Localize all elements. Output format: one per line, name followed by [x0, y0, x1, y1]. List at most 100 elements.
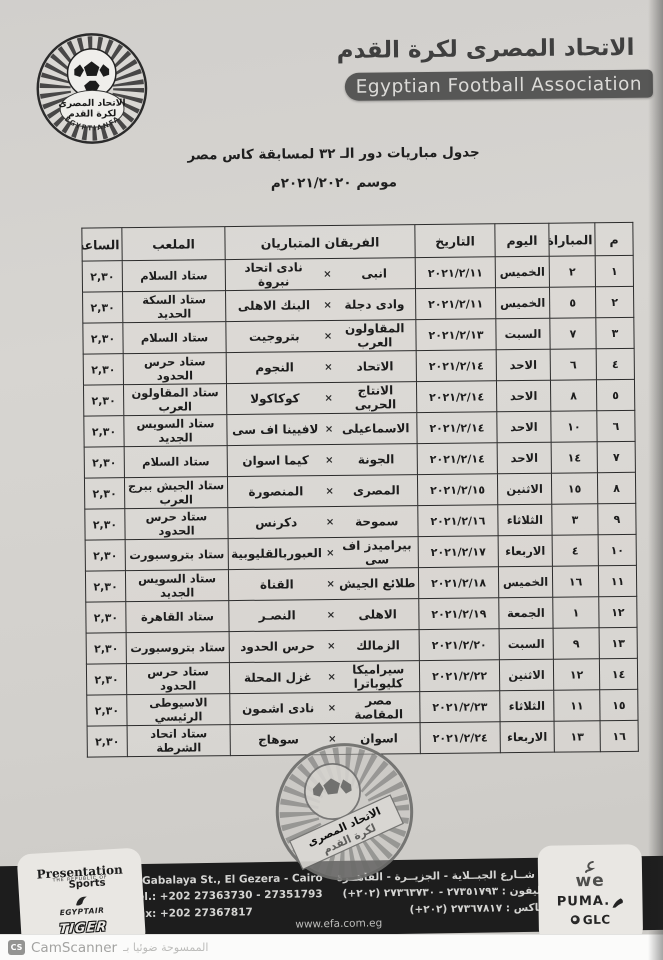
match-date: ٢٠٢١/٢/١٤ [416, 411, 498, 444]
match-number: ١٣ [554, 720, 601, 753]
camscanner-note-arabic: الممسوحة ضوئيا بـ [123, 941, 209, 954]
svg-text:الاتحاد المصرى: الاتحاد المصرى [58, 98, 125, 110]
match-date: ٢٠٢١/٢/١٥ [417, 473, 498, 506]
match-time: ٢,٣٠ [82, 322, 124, 355]
col-teams: الفريقان المتباريان [224, 224, 416, 260]
col-match: المباراة [548, 222, 596, 257]
match-serial: ١٦ [600, 720, 639, 752]
match-day: الاثنين [497, 473, 552, 505]
match-teams: الانتاج الحربى × كوكاكولا [226, 381, 417, 415]
match-day: الاربعاء [500, 721, 555, 753]
match-serial: ١٠ [598, 534, 637, 566]
sponsors-right-panel: we PUMA. GLC [537, 844, 644, 944]
team-left: العبوربالقليوبية [231, 546, 323, 562]
match-number: ٩ [553, 627, 600, 660]
match-serial: ٤ [596, 348, 635, 380]
org-title-bar: Egyptian Football Association [344, 69, 654, 101]
team-right: انبى [361, 266, 388, 281]
match-number: ١١ [553, 689, 601, 722]
match-time: ٢,٣٠ [84, 508, 126, 541]
vs-symbol: × [326, 547, 335, 559]
match-date: ٢٠٢١/٢/١٤ [416, 380, 497, 413]
match-stadium: ستاد السلام [122, 259, 226, 292]
vs-symbol: × [324, 361, 333, 373]
match-time: ٢,٣٠ [86, 632, 127, 665]
match-teams: الزمالك × حرس الحدود [229, 629, 420, 663]
match-day: الاحد [496, 349, 551, 381]
match-teams: بيراميدز اف سى × العبوربالقليوبية [228, 536, 419, 570]
match-date: ٢٠٢١/٢/٢٣ [419, 690, 501, 723]
document-title: جدول مباريات دور الـ ٣٢ لمسابقة كاس مصر [187, 144, 480, 164]
team-right: المصرى [352, 483, 400, 498]
match-teams: مصر المقاصة × نادى اشمون [229, 691, 421, 725]
match-time: ٢,٣٠ [84, 446, 125, 479]
camscanner-bar: CS CamScanner الممسوحة ضوئيا بـ [0, 934, 663, 960]
match-day: السبت [499, 628, 554, 660]
sponsors-left-panel: Presentation THE REPUBLIC OF Sports EGYP… [16, 847, 147, 953]
match-time: ٢,٣٠ [86, 694, 128, 727]
match-time: ٢,٣٠ [82, 291, 123, 324]
match-number: ١٥ [551, 472, 598, 505]
team-left: كيما اسوان [242, 453, 309, 468]
match-time: ٢,٣٠ [82, 260, 123, 293]
efa-logo-icon: الاتحاد المصرى لكرة القدم EGYPTIANFA [36, 33, 148, 144]
match-date: ٢٠٢١/٢/١١ [415, 256, 496, 289]
match-serial: ٣ [595, 317, 635, 349]
puma-cat-icon [612, 898, 623, 908]
match-serial: ١٤ [599, 658, 638, 690]
match-stadium: ستاد حرس الحدود [124, 507, 229, 540]
team-left: النصـر [258, 608, 296, 623]
team-right: مصر المقاصة [354, 693, 404, 722]
egyptair-logo: EGYPTAIR [59, 905, 105, 917]
match-serial: ١ [595, 255, 634, 287]
match-stadium: ستاد القاهرة [125, 600, 230, 633]
team-left: لافيينا اف سى [231, 422, 319, 438]
team-left: نادى اشمون [242, 701, 315, 716]
document-title-block: جدول مباريات دور الـ ٣٢ لمسابقة كاس مصر … [169, 144, 499, 192]
org-title-english: Egyptian Football Association [355, 73, 643, 98]
match-stadium: الاسيوطى الرئيسي [126, 693, 231, 726]
match-stadium: ستاد السلام [122, 321, 227, 354]
match-day: الاحد [497, 442, 552, 474]
match-date: ٢٠٢١/٢/٢٢ [419, 659, 500, 692]
match-day: الخميس [498, 566, 553, 598]
match-number: ٦ [550, 348, 597, 381]
match-stadium: ستاد حرس الحدود [123, 352, 227, 385]
we-swirl-icon [585, 861, 596, 874]
camscanner-icon: CS [8, 940, 25, 955]
footer-band: Presentation THE REPUBLIC OF Sports EGYP… [0, 844, 663, 953]
vs-symbol: × [327, 671, 336, 683]
team-right: سيراميكا كليوباترا [352, 662, 405, 691]
match-serial: ١١ [598, 565, 637, 597]
matches-tbody: ١ ٢ الخميس ٢٠٢١/٢/١١ انبى × نادى اتحاد ن… [82, 255, 639, 758]
vs-symbol: × [324, 392, 333, 404]
col-stadium: الملعب [121, 226, 226, 261]
vs-symbol: × [325, 516, 335, 528]
match-number: ١٦ [552, 565, 599, 598]
match-stadium: ستاد بتروسبورت [126, 631, 230, 664]
match-day: الثلاثاء [497, 504, 553, 536]
team-left: غزل المحلة [243, 670, 312, 685]
vs-symbol: × [327, 640, 336, 652]
match-stadium: ستاد السويس الجديد [123, 414, 228, 447]
glc-dot-icon [570, 915, 580, 925]
we-logo: we [575, 870, 605, 892]
match-serial: ١٣ [599, 627, 638, 659]
match-serial: ٢ [595, 286, 634, 318]
match-teams: الاهلى × النصـر [228, 598, 420, 632]
matches-table: م المباراة اليوم التاريخ الفريقان المتبا… [81, 221, 639, 758]
team-right: الاتحاد [356, 359, 394, 374]
match-teams: المصرى × المنصورة [227, 474, 418, 508]
match-number: ٥ [549, 286, 596, 319]
team-right: وادى دجلة [344, 297, 405, 312]
vs-symbol: × [324, 423, 334, 435]
team-right: طلائع الجيش [339, 576, 416, 591]
match-teams: المقاولون العرب × بتروجيت [225, 319, 417, 353]
egyptair-falcon-icon [76, 896, 87, 906]
match-serial: ٩ [597, 503, 637, 535]
match-teams: الاسماعيلى × لافيينا اف سى [226, 412, 418, 446]
match-time: ٢,٣٠ [87, 725, 128, 758]
match-serial: ٦ [596, 410, 636, 442]
match-serial: ٧ [597, 441, 636, 473]
